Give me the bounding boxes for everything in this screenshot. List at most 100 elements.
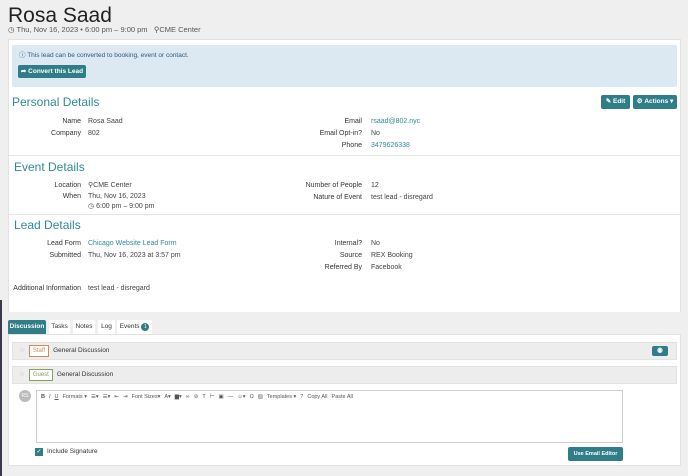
formats-dropdown[interactable]: Formats ▾ <box>62 393 87 400</box>
phone-label: Phone <box>341 142 362 149</box>
font-sizes-dropdown[interactable]: Font Sizes▾ <box>131 393 161 400</box>
name-label: Name <box>62 118 81 125</box>
bullet-list-icon[interactable]: ☰▾ <box>90 393 99 400</box>
image-icon[interactable]: ▨ <box>257 393 263 400</box>
help-icon[interactable]: ? <box>300 393 304 400</box>
paste-all-button[interactable]: Paste All <box>331 393 353 400</box>
email-link[interactable]: rsaad@802.nyc <box>371 118 421 125</box>
when-date: Thu, Nov 16, 2023 <box>88 193 146 200</box>
star-icon[interactable]: ☆ <box>19 371 25 378</box>
guest-tag: Guest <box>28 369 53 381</box>
italic-icon[interactable]: I <box>48 393 51 400</box>
actions-label: Actions <box>644 98 669 105</box>
phone-link[interactable]: 3479626338 <box>371 142 410 149</box>
datetime: Thu, Nov 16, 2023 • 6:00 pm – 9:00 pm <box>16 25 148 34</box>
company-value: 802 <box>88 130 100 137</box>
templates-dropdown[interactable]: Templates ▾ <box>266 393 297 400</box>
tab-events[interactable]: Events 1 <box>117 320 152 334</box>
tab-notes[interactable]: Notes <box>73 320 95 334</box>
source-label: Source <box>339 252 362 259</box>
share-icon: ➦ <box>20 67 29 75</box>
convert-alert: ⓘ This lead can be converted to booking,… <box>12 45 677 87</box>
email-label: Email <box>344 118 362 125</box>
additional-info-value: test lead - disregard <box>88 285 150 292</box>
templates-label: Templates <box>266 393 292 400</box>
internal-value: No <box>371 240 380 247</box>
divider <box>9 214 680 215</box>
omega-icon[interactable]: Ω <box>249 393 254 400</box>
discussion-guest[interactable]: ☆ Guest General Discussion <box>12 366 677 384</box>
nature-label: Nature of Event <box>313 194 362 201</box>
name-value: Rosa Saad <box>88 118 123 125</box>
tab-log[interactable]: Log <box>98 320 115 334</box>
submitted-value: Thu, Nov 16, 2023 at 3:57 pm <box>88 252 181 259</box>
location-text: CME Center <box>93 182 132 189</box>
convert-lead-button[interactable]: ➦ Convert this Lead <box>18 65 86 78</box>
edit-label: Edit <box>612 98 626 105</box>
lead-form-link[interactable]: Chicago Website Lead Form <box>88 240 177 247</box>
underline-icon[interactable]: U <box>54 393 59 400</box>
location-value: ⚲CME Center <box>88 182 132 189</box>
people-value: 12 <box>371 182 379 189</box>
message-editor[interactable] <box>36 403 623 443</box>
actions-button[interactable]: ⚙ Actions ▾ <box>633 95 677 109</box>
map-pin-icon: ⚲ <box>153 25 160 34</box>
referred-label: Referred By <box>324 264 362 271</box>
edit-button[interactable]: ✎ Edit <box>601 95 630 109</box>
formats-label: Formats <box>62 393 83 400</box>
bg-color-icon[interactable]: ▆▾ <box>174 393 182 400</box>
company-label: Company <box>51 130 81 137</box>
unlink-icon[interactable]: ⊘ <box>193 393 199 400</box>
event-subtitle: ◷ Thu, Nov 16, 2023 • 6:00 pm – 9:00 pm … <box>8 25 201 34</box>
info-icon: ⓘ <box>19 52 26 59</box>
eye-icon[interactable]: ◉ <box>652 346 668 356</box>
link-icon[interactable]: ∞ <box>185 393 190 400</box>
convert-label: Convert this Lead <box>28 67 84 75</box>
page-title: Rosa Saad <box>8 4 112 27</box>
location-label: Location <box>54 182 81 189</box>
source-value: REX Booking <box>371 252 413 259</box>
lead-form-label: Lead Form <box>47 240 81 247</box>
star-icon[interactable]: ☆ <box>19 347 25 354</box>
outdent-icon[interactable]: ⇤ <box>114 393 119 400</box>
staff-tag: Staff <box>28 345 50 357</box>
indent-icon[interactable]: ⇥ <box>122 393 128 400</box>
divider <box>9 155 680 156</box>
tab-discussion[interactable]: Discussion <box>8 320 46 334</box>
bold-icon[interactable]: B <box>41 393 45 400</box>
additional-info-label: Additional Information <box>13 285 81 292</box>
paste-icon[interactable]: ▣ <box>218 393 224 400</box>
lead-details-heading: Lead Details <box>14 218 81 232</box>
alert-message: This lead can be converted to booking, e… <box>27 52 189 59</box>
clear-format-icon[interactable]: T <box>202 393 206 400</box>
event-details-heading: Event Details <box>14 160 85 174</box>
gear-icon: ⚙ <box>636 98 643 105</box>
include-signature[interactable]: ✓ Include Signature <box>35 448 98 456</box>
clock-icon: ◷ <box>8 25 15 34</box>
time-text: 6:00 pm – 9:00 pm <box>96 203 155 210</box>
text-color-icon[interactable]: A▾ <box>164 393 171 400</box>
submitted-label: Submitted <box>49 252 81 259</box>
location: CME Center <box>159 25 201 34</box>
tab-tasks[interactable]: Tasks <box>49 320 70 334</box>
nonbreaking-icon[interactable]: ⊢ <box>209 393 215 400</box>
discussion-title: General Discussion <box>56 371 114 378</box>
numbered-list-icon[interactable]: ☰▾ <box>102 393 111 400</box>
when-time: ◷ 6:00 pm – 9:00 pm <box>88 203 155 210</box>
window-edge <box>0 300 2 476</box>
optin-value: No <box>371 130 380 137</box>
hr-icon[interactable]: — <box>227 393 234 400</box>
avatar: RS <box>19 390 31 402</box>
internal-label: Internal? <box>334 240 362 247</box>
events-badge: 1 <box>141 323 150 331</box>
discussion-staff[interactable]: ☆ Staff General Discussion ◉ <box>12 342 677 360</box>
use-email-editor-button[interactable]: Use Email Editor <box>568 447 623 461</box>
emoticon-icon[interactable]: ☺▾ <box>237 393 246 400</box>
font-sizes-label: Font Sizes <box>131 393 158 400</box>
copy-all-button[interactable]: Copy All <box>307 393 328 400</box>
discussion-title: General Discussion <box>53 347 110 354</box>
checkbox-checked-icon[interactable]: ✓ <box>35 448 43 456</box>
when-label: When <box>62 193 81 200</box>
referred-value: Facebook <box>371 264 402 271</box>
